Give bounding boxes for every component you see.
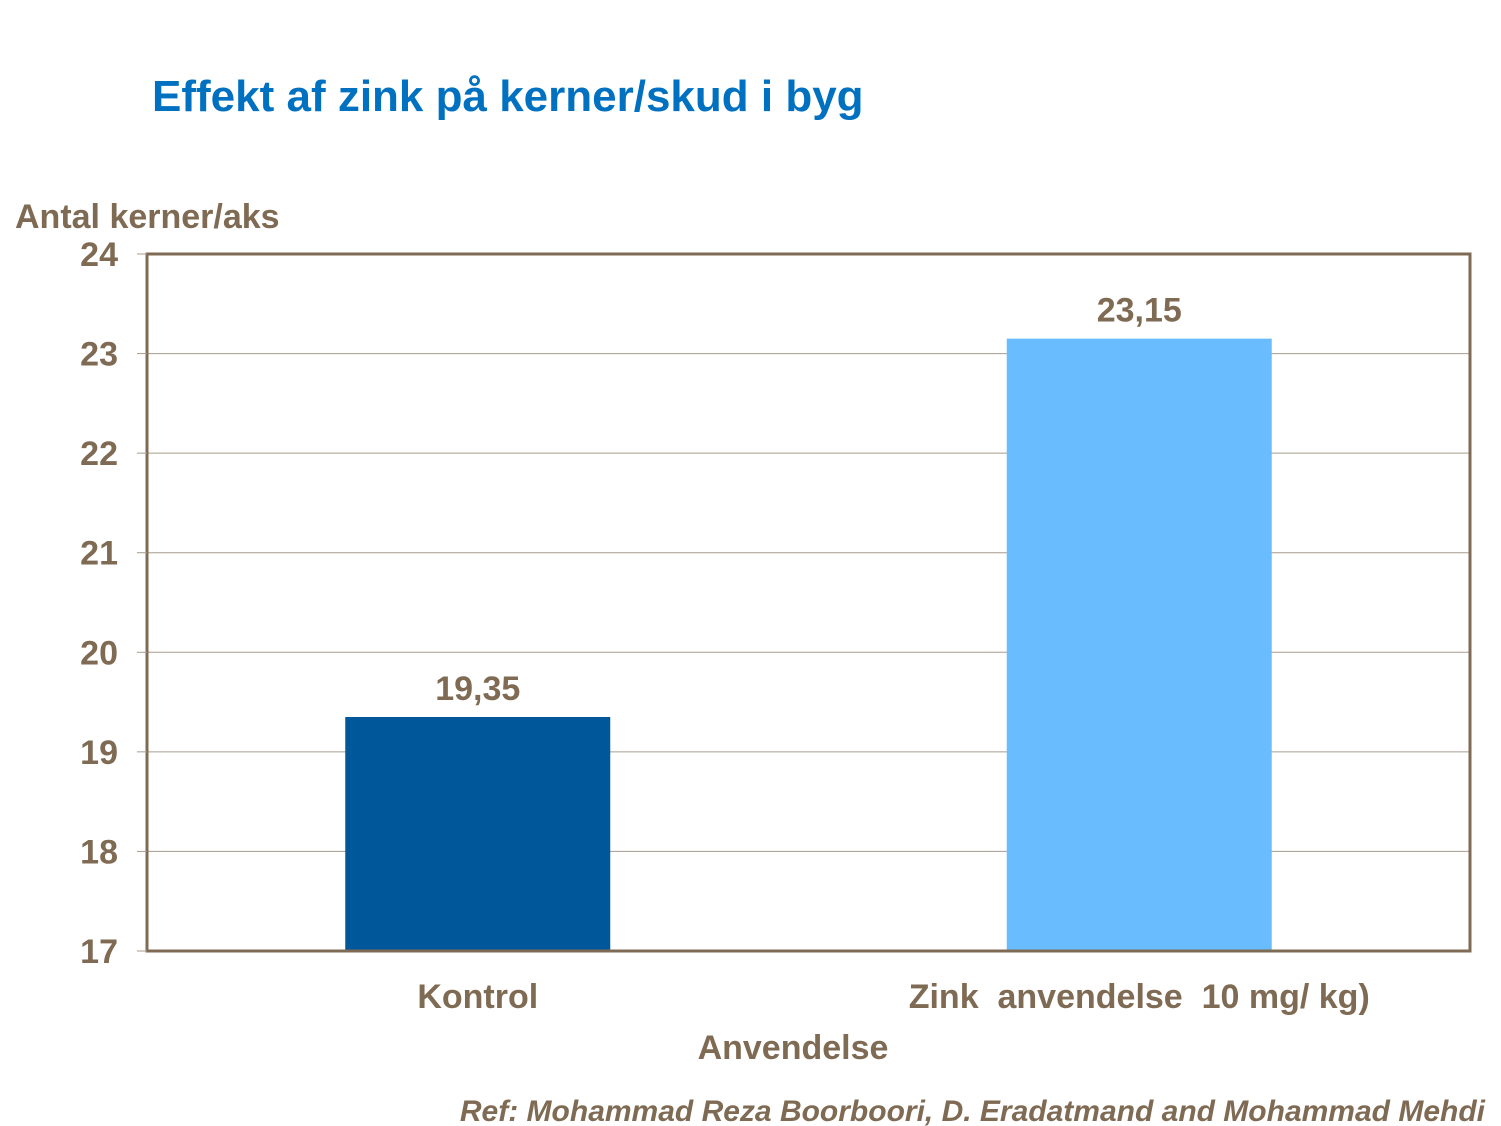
reference-note: Ref: Mohammad Reza Boorboori, D. Eradatm…	[460, 1095, 1486, 1126]
x-axis-label: Anvendelse	[698, 1029, 889, 1067]
y-tick-label: 17	[80, 933, 118, 971]
data-label: 19,35	[435, 670, 520, 708]
y-axis-label: Antal kerner/aks	[15, 198, 280, 236]
chart-title: Effekt af zink på kerner/skud i byg	[152, 72, 864, 121]
bars	[345, 338, 1272, 951]
x-ticks: Kontrol Zink anvendelse 10 mg/ kg)	[417, 978, 1369, 1016]
x-tick-label: Zink anvendelse 10 mg/ kg)	[909, 978, 1370, 1016]
y-tick-label: 21	[80, 535, 118, 573]
y-tick-label: 19	[80, 734, 118, 772]
x-tick-label: Kontrol	[417, 978, 538, 1016]
bar	[1006, 338, 1272, 951]
y-tick-label: 18	[80, 833, 118, 871]
plot-frame	[145, 252, 1472, 953]
data-label: 23,15	[1097, 292, 1182, 330]
data-labels: 19,35 23,15	[435, 292, 1182, 708]
y-tick-label: 24	[80, 236, 118, 274]
y-tick-label: 22	[80, 435, 118, 473]
y-ticks: 17 18 19 20 21 22 23 24	[80, 236, 147, 971]
bar	[345, 717, 611, 951]
y-tick-label: 23	[80, 336, 118, 374]
y-tick-label: 20	[80, 634, 118, 672]
